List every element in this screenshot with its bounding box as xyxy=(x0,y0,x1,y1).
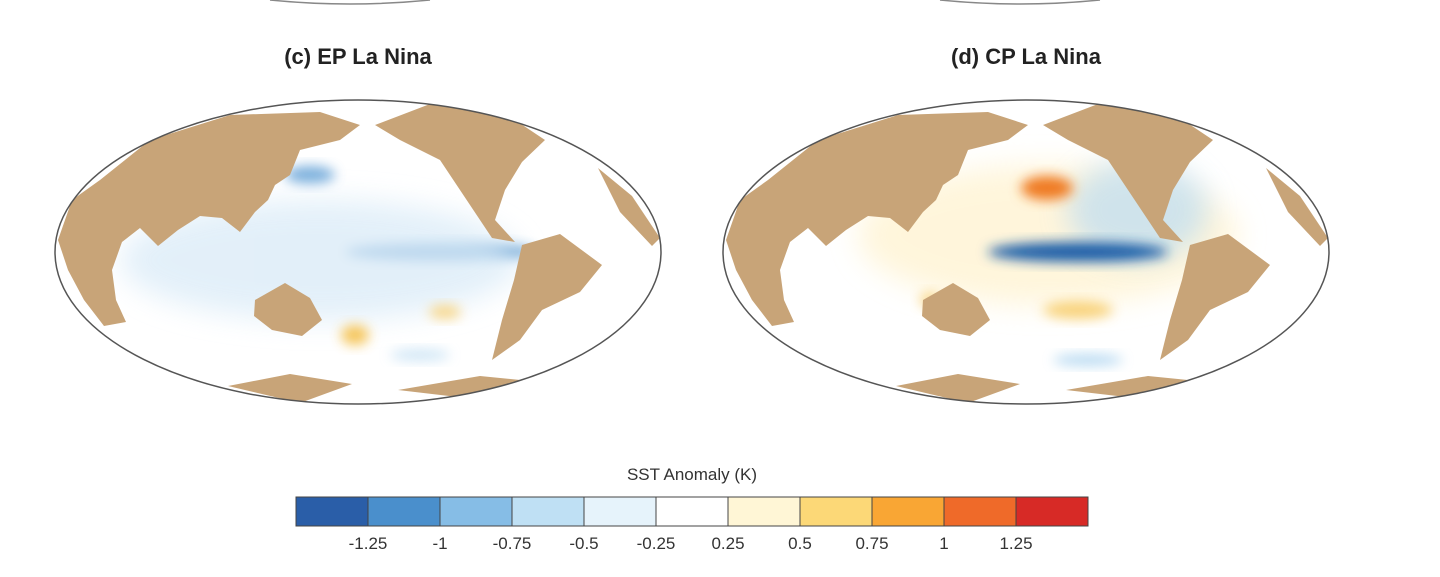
colorbar-tick-label: -0.25 xyxy=(636,534,676,553)
colorbar-tick-label: 0.5 xyxy=(788,534,812,553)
colorbar-tick-label: -0.75 xyxy=(492,534,532,553)
land-eurasia-africa xyxy=(726,112,1028,326)
colorbar-bin xyxy=(943,496,1017,527)
colorbar-tick-label: -1 xyxy=(432,534,448,553)
colorbar-tick-label: 1.25 xyxy=(999,534,1033,553)
colorbar-bin xyxy=(295,496,369,527)
ep-la-nina-map xyxy=(54,99,662,405)
colorbar-bin xyxy=(871,496,945,527)
sst-anomaly-region xyxy=(390,349,450,361)
colorbar-bin xyxy=(655,496,729,527)
colorbar xyxy=(295,496,1089,527)
land-south-america xyxy=(492,234,602,360)
colorbar-bin xyxy=(1015,496,1089,527)
colorbar-bin xyxy=(799,496,873,527)
colorbar-bin xyxy=(439,496,513,527)
previous-map-edge xyxy=(269,0,431,5)
colorbar-bin xyxy=(583,496,657,527)
colorbar-bin xyxy=(727,496,801,527)
colorbar-tick-label: -1.25 xyxy=(348,534,388,553)
land-australia xyxy=(922,283,990,336)
panel-title-d: (d) CP La Nina xyxy=(951,44,1101,69)
colorbar-tick-label: 0.75 xyxy=(855,534,889,553)
colorbar-bin xyxy=(367,496,441,527)
sst-anomaly-region xyxy=(1021,176,1073,200)
colorbar-tick-label: 0.25 xyxy=(711,534,745,553)
land-eurasia-africa xyxy=(58,112,360,326)
colorbar-bin xyxy=(511,496,585,527)
sst-anomaly-region xyxy=(1043,301,1113,319)
land-south-america xyxy=(1160,234,1270,360)
land-antarctica-west xyxy=(228,374,352,403)
colorbar-tick-label: 1 xyxy=(939,534,949,553)
cp-la-nina-map xyxy=(722,99,1330,405)
land-australia xyxy=(254,283,322,336)
panel-title-c: (c) EP La Nina xyxy=(284,44,432,69)
sst-anomaly-region xyxy=(988,242,1168,262)
sst-anomaly-region xyxy=(285,166,335,184)
sst-anomaly-region xyxy=(120,200,520,320)
sst-anomaly-region xyxy=(341,325,369,345)
map-outline xyxy=(54,99,662,405)
sst-anomaly-region xyxy=(429,305,461,319)
land-antarctica-west xyxy=(896,374,1020,403)
land-europe-east xyxy=(1266,168,1328,246)
land-north-america xyxy=(375,104,545,242)
land-north-america xyxy=(1043,104,1213,242)
previous-map-edge xyxy=(939,0,1101,5)
land-europe-east xyxy=(598,168,660,246)
map-outline xyxy=(722,99,1330,405)
colorbar-title: SST Anomaly (K) xyxy=(626,465,758,484)
sst-anomaly-region xyxy=(1053,354,1123,366)
colorbar-tick-label: -0.5 xyxy=(569,534,599,553)
